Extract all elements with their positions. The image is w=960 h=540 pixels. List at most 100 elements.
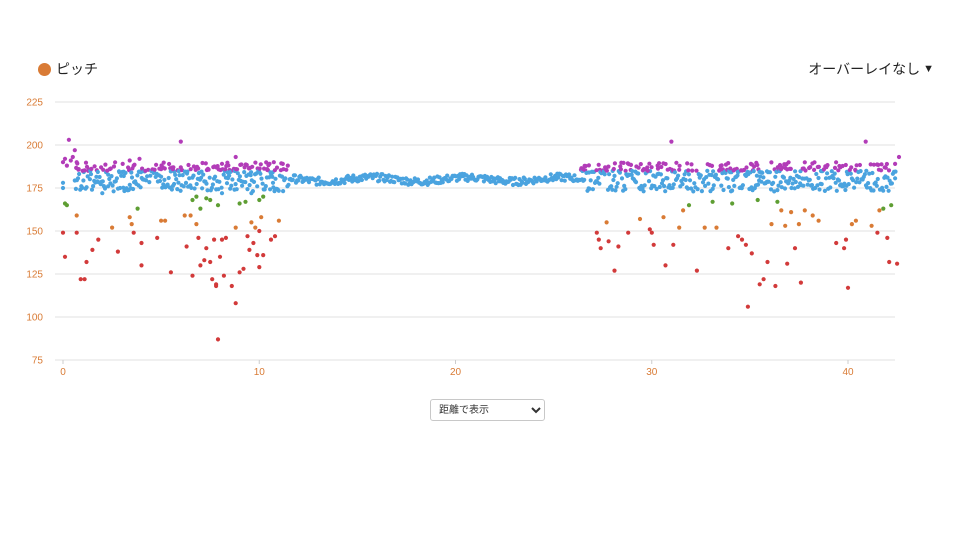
data-point bbox=[118, 185, 123, 191]
data-point bbox=[649, 165, 654, 170]
data-point bbox=[857, 162, 863, 168]
data-point bbox=[100, 179, 105, 184]
data-point bbox=[609, 184, 614, 189]
data-point bbox=[612, 161, 618, 166]
data-point bbox=[143, 168, 148, 173]
data-point bbox=[91, 184, 96, 189]
data-point bbox=[223, 235, 228, 240]
data-point bbox=[619, 176, 625, 181]
data-point bbox=[790, 181, 795, 186]
data-point bbox=[194, 181, 199, 187]
data-point bbox=[80, 185, 85, 190]
data-point bbox=[870, 170, 875, 176]
overlay-dropdown[interactable]: オーバーレイなし ▼ bbox=[808, 59, 934, 79]
data-point bbox=[833, 180, 838, 185]
data-point bbox=[84, 185, 89, 190]
data-point bbox=[203, 161, 208, 166]
data-point bbox=[74, 230, 79, 235]
data-point bbox=[89, 166, 94, 171]
data-point bbox=[513, 175, 518, 180]
data-point bbox=[886, 188, 891, 193]
data-point bbox=[834, 160, 839, 165]
data-point bbox=[854, 163, 859, 168]
data-point bbox=[316, 175, 321, 180]
data-point bbox=[711, 169, 716, 174]
data-point bbox=[186, 162, 191, 168]
data-point bbox=[208, 259, 213, 265]
data-point bbox=[766, 179, 771, 184]
data-point bbox=[726, 161, 731, 166]
data-point bbox=[166, 175, 171, 181]
data-point bbox=[850, 178, 856, 183]
data-point bbox=[716, 177, 721, 182]
legend-pitch[interactable]: ピッチ bbox=[38, 59, 98, 79]
data-point bbox=[636, 171, 641, 176]
data-point bbox=[204, 246, 209, 251]
data-point bbox=[645, 165, 650, 170]
data-point bbox=[875, 230, 880, 235]
data-point bbox=[730, 188, 735, 193]
data-point bbox=[698, 173, 703, 178]
data-point bbox=[432, 175, 437, 180]
data-point bbox=[606, 164, 611, 169]
data-point bbox=[194, 222, 199, 227]
data-point bbox=[671, 182, 676, 187]
y-tick-label-225: 225 bbox=[26, 98, 43, 109]
data-point bbox=[390, 174, 395, 179]
data-point bbox=[645, 168, 650, 173]
data-point bbox=[817, 187, 822, 192]
data-point bbox=[709, 172, 714, 178]
data-point bbox=[883, 165, 888, 170]
data-point bbox=[217, 179, 222, 184]
data-point bbox=[637, 216, 643, 222]
data-point bbox=[229, 183, 234, 188]
data-point bbox=[520, 180, 525, 185]
data-point bbox=[792, 186, 797, 191]
data-point bbox=[155, 235, 160, 240]
data-point bbox=[129, 175, 135, 180]
data-point bbox=[617, 170, 623, 175]
data-point bbox=[202, 258, 207, 263]
data-point bbox=[273, 176, 278, 181]
data-point bbox=[286, 182, 291, 187]
data-point bbox=[705, 168, 710, 173]
data-point bbox=[249, 191, 254, 196]
data-point bbox=[121, 173, 126, 179]
data-point bbox=[108, 166, 113, 171]
data-point bbox=[767, 170, 773, 175]
data-point bbox=[76, 167, 81, 172]
data-point bbox=[641, 189, 646, 194]
data-point bbox=[871, 188, 876, 193]
data-point bbox=[257, 228, 262, 234]
y-tick-label-175: 175 bbox=[26, 184, 43, 195]
data-point bbox=[843, 237, 849, 242]
data-point bbox=[889, 181, 895, 186]
data-point bbox=[101, 167, 106, 172]
data-point bbox=[728, 166, 733, 171]
data-point bbox=[243, 180, 248, 185]
data-point bbox=[204, 196, 209, 201]
data-point bbox=[893, 176, 898, 181]
data-point bbox=[819, 182, 824, 187]
data-point bbox=[250, 164, 255, 169]
data-point bbox=[259, 176, 264, 181]
data-point bbox=[427, 175, 432, 180]
y-axis-ticks: 75 100 125 150 175 200 225 bbox=[26, 98, 43, 367]
data-point bbox=[121, 185, 126, 190]
view-mode-select[interactable]: 距離で表示 bbox=[430, 399, 545, 421]
data-point bbox=[657, 184, 662, 190]
data-point bbox=[221, 172, 226, 177]
data-point bbox=[510, 182, 516, 188]
data-point bbox=[843, 162, 848, 168]
data-point bbox=[110, 225, 115, 230]
data-point bbox=[834, 188, 839, 193]
data-point bbox=[281, 189, 286, 194]
data-point bbox=[359, 177, 364, 183]
data-point bbox=[706, 181, 711, 186]
data-point bbox=[400, 176, 405, 181]
data-point bbox=[816, 175, 821, 181]
data-point bbox=[240, 183, 245, 188]
data-point bbox=[785, 261, 790, 266]
data-point bbox=[204, 181, 209, 186]
data-point bbox=[194, 194, 199, 199]
